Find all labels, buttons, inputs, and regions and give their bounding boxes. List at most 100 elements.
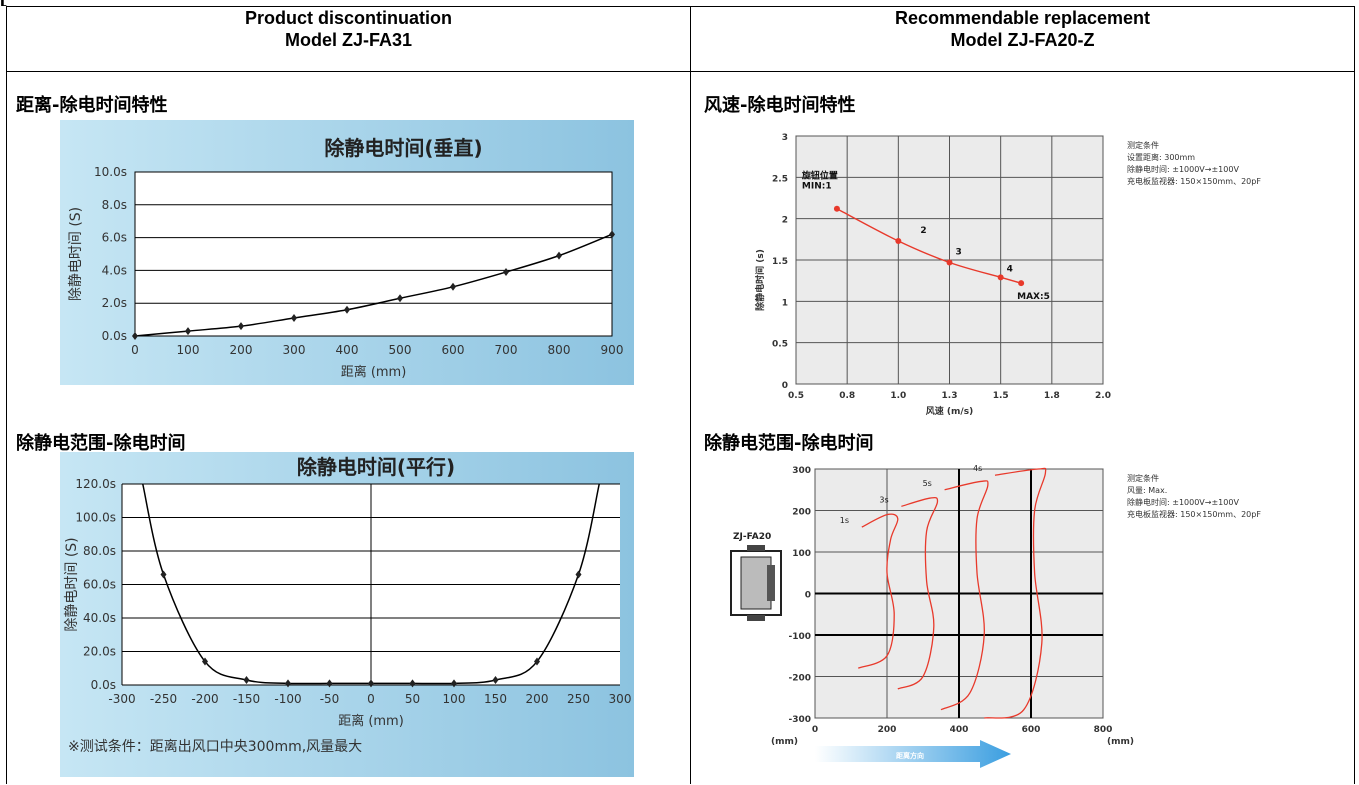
x-unit-label: (mm): [771, 737, 798, 747]
condition-text: 风量: Max.: [1127, 486, 1167, 495]
chart-vertical: 除静电时间(垂直) 0.0s 2.0s 4.0s 6.0s 8.0s 10.0s 0 100 20…: [60, 120, 634, 385]
plot-area: [134, 171, 613, 337]
header-right-line1: Recommendable replacement: [894, 8, 1151, 28]
device-face: [740, 556, 772, 610]
y-tick-label: 60.0s: [83, 578, 116, 592]
y-tick-label: -100: [788, 632, 811, 642]
condition-text: 充电板监视器: 150×150mm、20pF: [1127, 176, 1261, 186]
x-tick-label: 1.5: [993, 391, 1009, 401]
condition-text: 充电板监视器: 150×150mm、20pF: [1127, 509, 1261, 519]
x-axis-label: 距离 (mm): [341, 364, 407, 380]
chart-parallel: 除静电时间(平行) 0.0s 20.0s 40.0s 60.0s 80.0s 100.0s 1…: [60, 452, 634, 777]
device-vent: [767, 565, 775, 601]
data-point: [291, 313, 297, 322]
x-tick-label: 0.8: [839, 391, 855, 401]
y-tick-label: 80.0s: [83, 544, 116, 558]
condition-text: 除静电时间: ±1000V→±100V: [1127, 497, 1239, 507]
data-point: [238, 322, 244, 331]
device-label: ZJ-FA20: [733, 532, 771, 542]
x-tick-label: 200: [878, 725, 897, 735]
data-point: [534, 657, 540, 666]
left-section2-title: 除静电范围-除电时间: [16, 433, 186, 454]
header-left: Product discontinuation Model ZJ-FA31: [6, 6, 691, 72]
data-point: [1018, 280, 1025, 287]
x-tick-label: 100: [443, 692, 466, 706]
x-tick-label: 400: [336, 343, 359, 357]
data-point: [997, 274, 1004, 281]
y-tick-label: 200: [792, 508, 811, 518]
data-label: 4: [1007, 264, 1013, 274]
y-axis-label: 除静电时间 (S): [68, 207, 84, 301]
condition-text: 测定条件: [1127, 140, 1159, 150]
data-point: [946, 259, 953, 266]
right-section1-title: 风速-除电时间特性: [704, 95, 856, 116]
series-line: [940, 480, 989, 711]
x-tick-label: 150: [484, 692, 507, 706]
y-tick-label: 1: [782, 298, 788, 308]
x-axis-label: 距离 (mm): [338, 713, 404, 729]
y-tick-label: 8.0s: [102, 198, 127, 212]
data-label: MIN:1: [802, 182, 832, 192]
y-tick-label: 2.5: [772, 174, 788, 184]
data-point: [503, 268, 509, 277]
series-line: [897, 496, 939, 690]
x-tick-label: 0: [367, 692, 375, 706]
y-tick-label: 0.0s: [102, 329, 127, 343]
x-tick-label: 250: [567, 692, 590, 706]
data-point: [160, 570, 167, 579]
x-axis-label: 风速 (m/s): [926, 405, 973, 417]
y-tick-label: 100: [792, 549, 811, 559]
data-point: [609, 230, 615, 239]
data-point: [451, 679, 457, 688]
x-tick-label: 300: [283, 343, 306, 357]
x-tick-label: 400: [950, 725, 969, 735]
x-tick-label: 500: [389, 343, 412, 357]
data-point: [344, 305, 350, 314]
y-tick-label: 3: [782, 133, 788, 143]
chart-title: 除静电时间(平行): [297, 455, 455, 479]
y-tick-label: 6.0s: [102, 231, 127, 245]
data-point: [202, 657, 208, 666]
series-label: 5s: [923, 479, 932, 488]
y-tick-label: 120.0s: [75, 477, 116, 491]
header-left-line1: Product discontinuation: [245, 8, 452, 28]
y-tick-label: 1.5: [772, 257, 788, 267]
series-line: [857, 513, 899, 669]
header-right: Recommendable replacement Model ZJ-FA20-…: [690, 6, 1355, 72]
data-point: [556, 251, 562, 260]
x-tick-label: -200: [191, 692, 218, 706]
x-tick-label: 1.3: [942, 391, 958, 401]
y-tick-label: 20.0s: [83, 645, 116, 659]
data-label: 3: [956, 247, 962, 257]
data-point: [833, 205, 840, 212]
x-tick-label: 800: [1094, 725, 1113, 735]
device-top: [747, 545, 765, 551]
x-tick-label: -300: [108, 692, 135, 706]
x-tick-label: 700: [495, 343, 518, 357]
y-axis-label: 除静电时间 (S): [64, 537, 80, 631]
header-overflow-strip: [: [0, 0, 1359, 6]
right-section2-title: 除静电范围-除电时间: [704, 433, 874, 454]
data-point: [492, 675, 499, 684]
data-point: [397, 294, 403, 303]
data-point: [326, 679, 333, 688]
data-point: [895, 237, 902, 244]
x-tick-label: 200: [526, 692, 549, 706]
data-label: MAX:5: [1017, 292, 1050, 302]
header-right-line2: Model ZJ-FA20-Z: [950, 30, 1095, 50]
y-tick-label: 300: [792, 466, 811, 476]
x-tick-label: 1.0: [890, 391, 906, 401]
arrow-label: 距离方向: [896, 751, 924, 760]
x-tick-label: -250: [150, 692, 177, 706]
series-label: 3s: [879, 495, 888, 504]
y-tick-label: 100.0s: [75, 511, 116, 525]
chart-windspeed: 00.511.522.530.5 0.8 1.0 1.3 1.5 1.8 2.0风速 (m/…: [754, 133, 1261, 417]
data-point: [409, 679, 416, 688]
series-line: [984, 467, 1047, 719]
header-left-line2: Model ZJ-FA31: [284, 30, 413, 50]
x-tick-label: 300: [609, 692, 632, 706]
x-tick-label: 1.8: [1044, 391, 1060, 401]
y-tick-label: 0.5: [772, 340, 788, 350]
x-tick-label: 2.0: [1095, 391, 1111, 401]
